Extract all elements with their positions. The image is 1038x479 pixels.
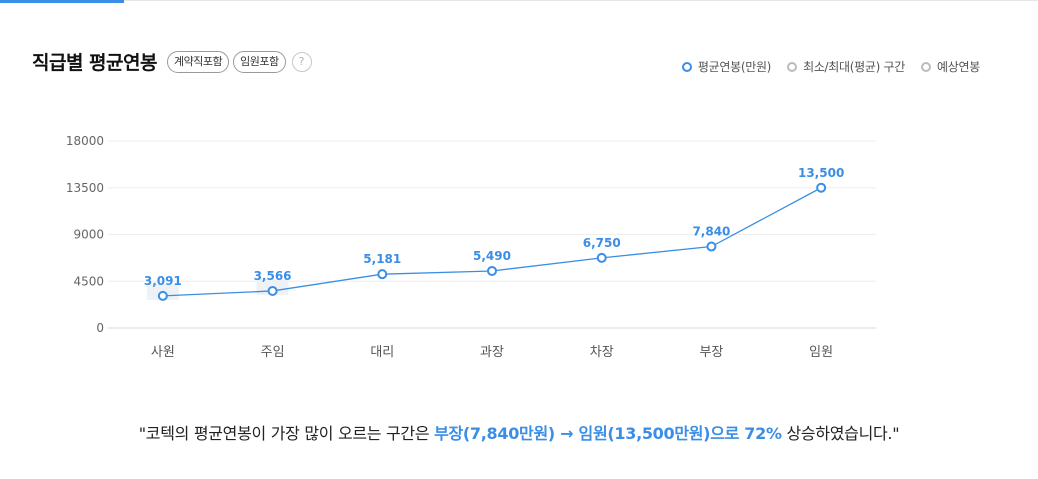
page-title: 직급별 평균연봉: [32, 52, 157, 74]
salary-line-chart: 0 4500 9000 13500 18000 사원 주임 대리 과장 차장 부장 임원 3,091 3,…: [66, 134, 876, 360]
x-tick-label: 과장: [480, 345, 504, 360]
x-tick-label: 임원: [809, 345, 833, 360]
legend-label-range: 최소/최대(평균) 구간: [803, 60, 906, 74]
legend-item-range[interactable]: 최소/최대(평균) 구간: [787, 58, 905, 75]
data-label: 6,750: [583, 236, 621, 250]
circle-outline-icon: [787, 61, 798, 72]
y-tick-label: 0: [96, 321, 104, 335]
x-tick-label: 차장: [590, 345, 614, 360]
legend-label-expected: 예상연봉: [937, 60, 980, 74]
x-tick-label: 부장: [699, 345, 723, 360]
y-tick-label: 9000: [73, 228, 104, 242]
badge-contract: 계약직포함: [166, 50, 230, 73]
summary-suffix: 상승하였습니다.": [781, 424, 900, 443]
y-tick-label: 4500: [73, 274, 104, 288]
summary-from: 부장(7,840만원): [434, 424, 555, 443]
data-label: 13,500: [798, 166, 844, 180]
top-divider: [0, 0, 1038, 1]
data-label: 3,566: [254, 269, 292, 283]
data-label: 7,840: [692, 225, 730, 239]
help-icon[interactable]: ?: [291, 51, 312, 72]
summary-prefix: "코텍의 평균연봉이 가장 많이 오르는 구간은: [138, 424, 435, 443]
legend-item-expected[interactable]: 예상연봉: [921, 58, 980, 75]
x-tick-label: 주임: [261, 345, 285, 360]
legend-item-average[interactable]: 평균연봉(만원): [681, 58, 772, 75]
legend-label-average: 평균연봉(만원): [697, 60, 772, 74]
data-label: 3,091: [144, 274, 182, 288]
y-tick-label: 13500: [66, 181, 104, 195]
x-tick-label: 사원: [151, 345, 175, 360]
summary-to: 임원(13,500만원)으로 72%: [578, 424, 782, 443]
summary-text: "코텍의 평균연봉이 가장 많이 오르는 구간은 부장(7,840만원) → 임…: [0, 420, 1038, 444]
data-point: [596, 252, 607, 263]
x-tick-label: 대리: [370, 345, 394, 360]
title-row: 직급별 평균연봉 계약직포함 임원포함 ?: [32, 48, 312, 75]
data-point: [816, 182, 827, 193]
data-point: [377, 269, 388, 280]
circle-outline-icon: [681, 61, 692, 72]
data-label: 5,490: [473, 249, 511, 263]
chart-legend: 평균연봉(만원) 최소/최대(평균) 구간 예상연봉: [666, 58, 980, 75]
y-tick-label: 18000: [66, 134, 104, 148]
summary-arrow: →: [554, 424, 579, 443]
circle-outline-icon: [921, 61, 932, 72]
active-tab-indicator: [0, 0, 124, 3]
data-point: [487, 265, 497, 276]
data-point: [706, 241, 717, 252]
data-point: [267, 285, 278, 296]
data-label: 5,181: [363, 252, 401, 266]
badge-executive: 임원포함: [233, 50, 286, 73]
data-point: [157, 290, 168, 301]
